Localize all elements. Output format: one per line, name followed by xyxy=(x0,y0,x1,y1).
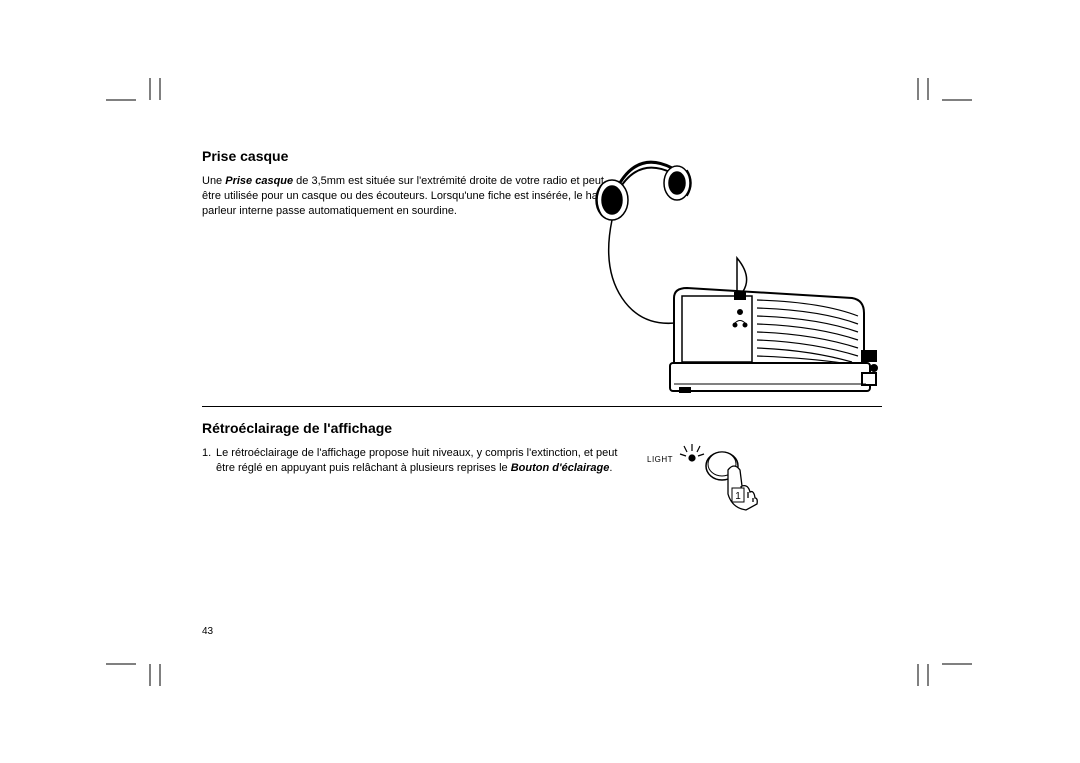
section2: Rétroéclairage de l'affichage 1. Le rétr… xyxy=(202,420,882,476)
crop-mark-bottom-right xyxy=(912,656,972,686)
headphone-radio-svg xyxy=(562,148,882,398)
bouton-eclairage-bold: Bouton d'éclairage xyxy=(511,462,610,474)
light-label-text: LIGHT xyxy=(647,455,673,464)
crop-mark-bottom-left xyxy=(106,656,166,686)
section2-title: Rétroéclairage de l'affichage xyxy=(202,420,882,436)
headphone-radio-figure xyxy=(562,148,882,398)
list-number: 1. xyxy=(202,446,216,476)
section1-lead: Une xyxy=(202,175,225,187)
button-number-text: 1 xyxy=(735,491,741,502)
light-button-figure: LIGHT xyxy=(642,442,762,517)
page-number: 43 xyxy=(202,626,213,637)
crop-mark-top-left xyxy=(106,78,166,108)
section1-paragraph: Une Prise casque de 3,5mm est située sur… xyxy=(202,174,622,219)
page-content: Prise casque Une Prise casque de 3,5mm e… xyxy=(202,148,882,219)
light-button-svg: LIGHT xyxy=(642,442,762,512)
section-divider xyxy=(202,406,882,407)
list-text: Le rétroéclairage de l'affichage propose… xyxy=(216,446,622,476)
section1-bold: Prise casque xyxy=(225,175,293,187)
section2-list-item: 1. Le rétroéclairage de l'affichage prop… xyxy=(202,446,622,476)
crop-mark-top-right xyxy=(912,78,972,108)
